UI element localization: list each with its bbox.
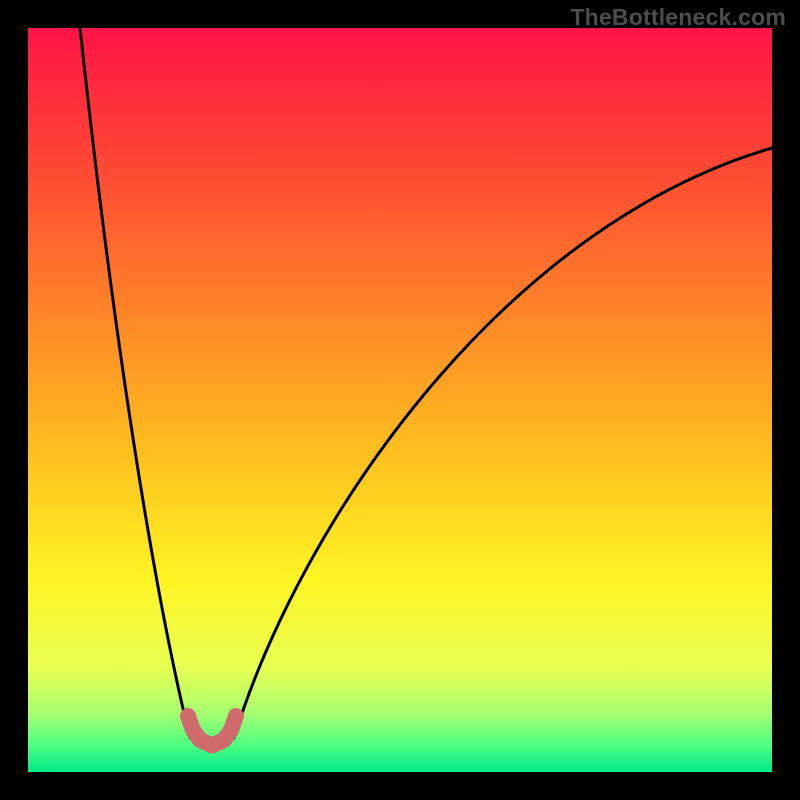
bottleneck-chart-svg — [0, 0, 800, 800]
chart-stage: TheBottleneck.com — [0, 0, 800, 800]
plot-gradient-background — [28, 28, 772, 772]
